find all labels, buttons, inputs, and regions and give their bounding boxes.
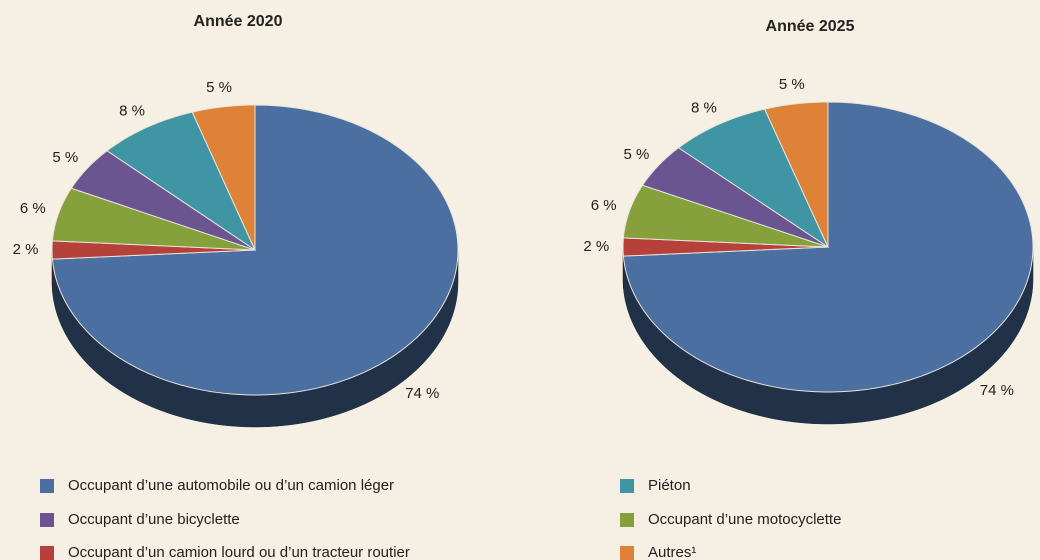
legend-swatch xyxy=(40,546,54,560)
chart-title: Année 2025 xyxy=(766,18,855,35)
legend-label: Occupant d’une motocyclette xyxy=(648,511,841,528)
value-label: 5 % xyxy=(52,149,78,166)
legend-swatch xyxy=(620,479,634,493)
value-label: 5 % xyxy=(623,146,649,163)
legend-swatch xyxy=(40,479,54,493)
slice xyxy=(622,237,829,257)
value-label: 5 % xyxy=(779,76,805,93)
slice xyxy=(191,104,256,251)
legend-label: Occupant d’un camion lourd ou d’un tract… xyxy=(68,544,410,560)
slice xyxy=(51,187,256,251)
value-label: 5 % xyxy=(206,79,232,96)
value-label: 8 % xyxy=(119,103,145,120)
legend-label: Piéton xyxy=(648,477,691,494)
legend-label: Occupant d’une bicyclette xyxy=(68,511,240,528)
value-label: 2 % xyxy=(583,238,609,255)
legend-label: Occupant d’une automobile ou d’un camion… xyxy=(68,477,394,494)
slice xyxy=(51,240,256,260)
value-label: 74 % xyxy=(980,382,1014,399)
legend-swatch xyxy=(620,546,634,560)
slice xyxy=(106,111,257,252)
value-label: 8 % xyxy=(691,100,717,117)
legend-swatch xyxy=(40,513,54,527)
value-label: 6 % xyxy=(20,200,46,217)
slice xyxy=(763,101,829,248)
value-label: 6 % xyxy=(591,197,617,214)
slice xyxy=(677,108,830,249)
legend-label: Autres¹ xyxy=(648,544,696,560)
legend-swatch xyxy=(620,513,634,527)
chart-title: Année 2020 xyxy=(194,13,283,30)
slice xyxy=(622,184,829,248)
value-label: 74 % xyxy=(405,385,439,402)
slice xyxy=(70,150,256,251)
value-label: 2 % xyxy=(13,241,39,258)
slice xyxy=(641,147,829,248)
